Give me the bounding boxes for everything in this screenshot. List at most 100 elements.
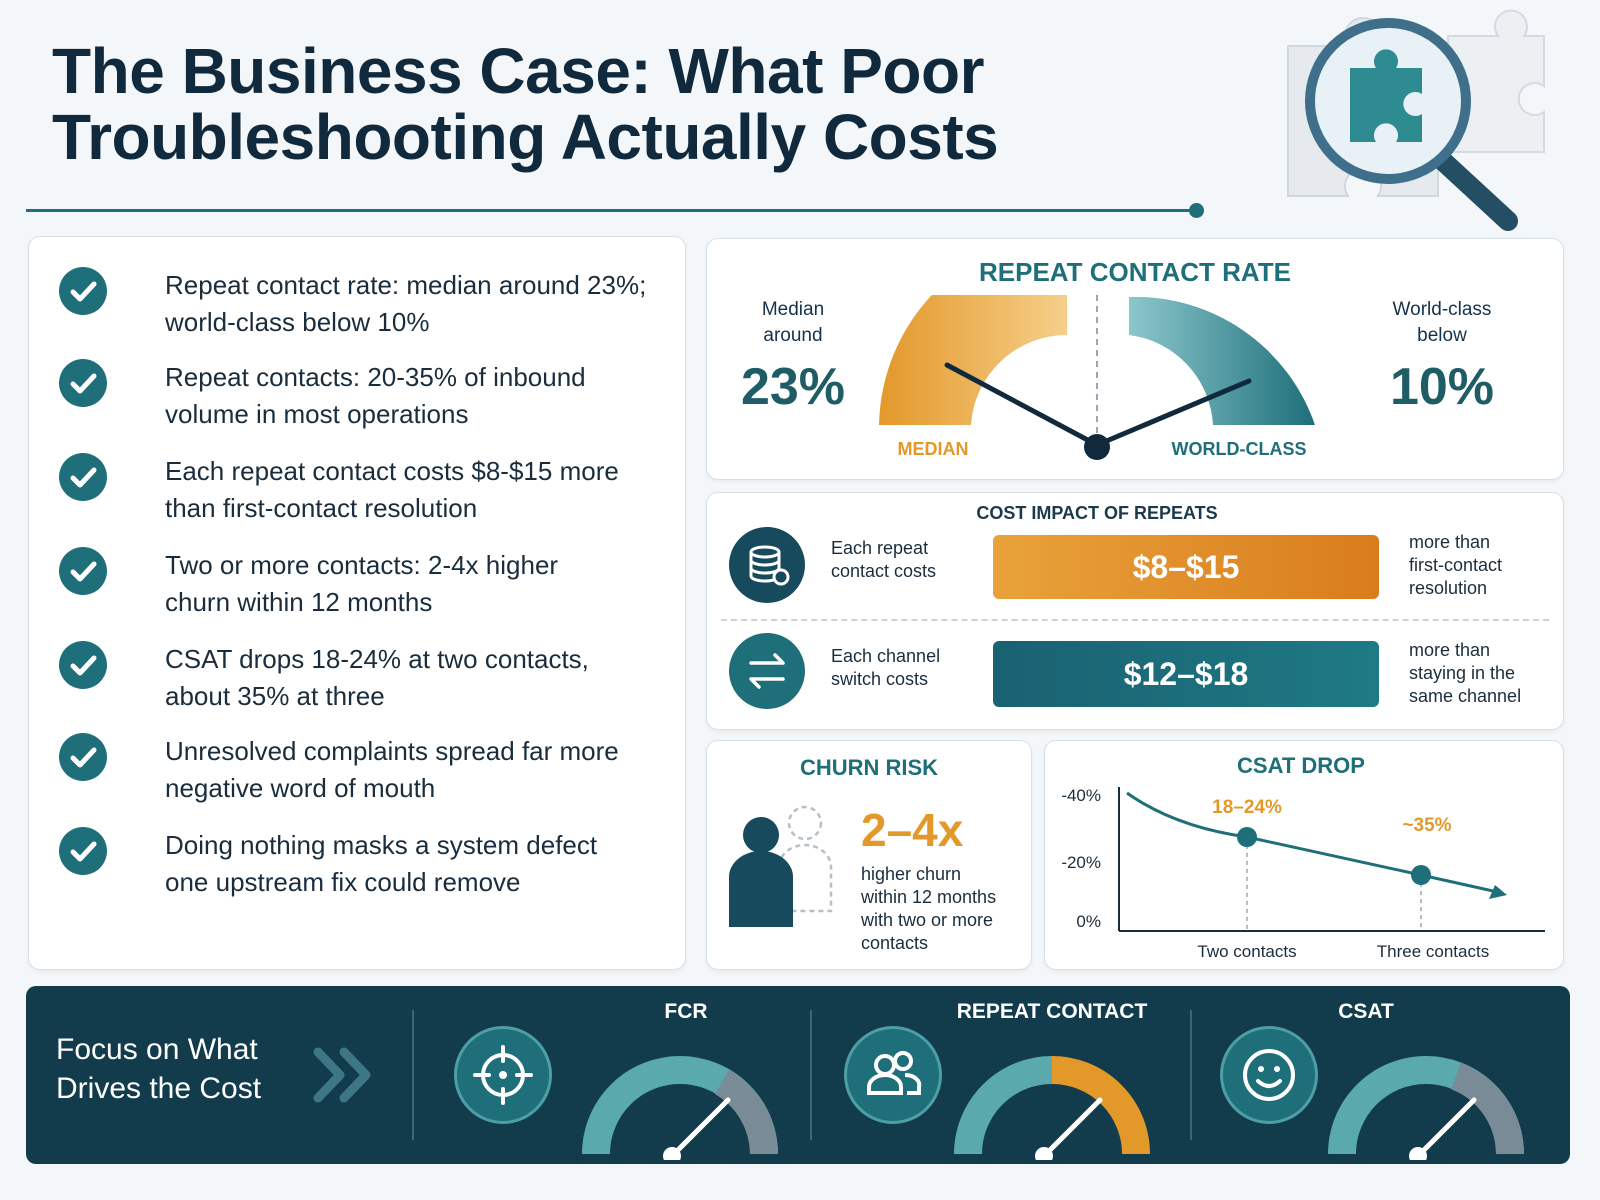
- check-icon: [59, 267, 107, 315]
- cost-row-note: more than first-contact resolution: [1409, 531, 1549, 600]
- repeat-rate-gauge: MEDIAN WORLD-CLASS: [867, 295, 1315, 460]
- bullet-text-line: world-class below 10%: [165, 307, 430, 337]
- footer-title-line: Drives the Cost: [56, 1072, 262, 1105]
- cost-bar-channel: $12–$18: [993, 641, 1379, 707]
- check-icon: [59, 453, 107, 501]
- cost-row-label-line: Each channel: [831, 646, 941, 666]
- cost-row-note: more than staying in the same channel: [1409, 639, 1559, 708]
- footer-title: Focus on What Drives the Cost: [56, 1030, 296, 1108]
- bullet-text-line: Repeat contact rate: median around 23%;: [165, 270, 647, 300]
- bullet-text-line: Doing nothing masks a system defect: [165, 830, 598, 860]
- cost-row-label-line: switch costs: [831, 669, 929, 689]
- key-points-card: Repeat contact rate: median around 23%; w…: [28, 236, 686, 970]
- bullet-text-line: volume in most operations: [165, 399, 469, 429]
- metric-fcr-label: FCR: [664, 1000, 708, 1023]
- bullet-text-line: CSAT drops 18-24% at two contacts,: [165, 644, 589, 674]
- x-tick-label: Two contacts: [1197, 942, 1296, 961]
- cost-row-note-line: staying in the: [1409, 663, 1516, 683]
- bullet-text-line: one upstream fix could remove: [165, 867, 521, 897]
- magnifier-puzzle-icon: [1287, 9, 1545, 231]
- chart-title: CSAT DROP: [1237, 753, 1365, 778]
- cost-row-label: Each repeat contact costs: [831, 537, 981, 583]
- y-tick-label: -20%: [1061, 853, 1101, 872]
- world-class-label-line: World-class: [1392, 299, 1492, 320]
- check-icon: [59, 547, 107, 595]
- y-tick-label: -40%: [1061, 786, 1101, 805]
- cost-row-label-line: contact costs: [831, 561, 937, 581]
- bullet-text-line: churn within 12 months: [165, 587, 433, 617]
- data-label: ~35%: [1402, 815, 1451, 836]
- data-label: 18–24%: [1212, 797, 1282, 818]
- swap-arrows-icon: [729, 633, 805, 709]
- cost-row-note-line: same channel: [1409, 686, 1522, 706]
- csat-drop-chart: CSAT DROP -40% -20% 0% 18–24% Two contacts ~3…: [1061, 753, 1545, 961]
- csat-drop-card: CSAT DROP -40% -20% 0% 18–24% Two contacts ~3…: [1044, 740, 1564, 970]
- bullet-text-line: negative word of mouth: [165, 773, 436, 803]
- churn-description: higher churn within 12 months with two o…: [861, 863, 1031, 955]
- x-tick-label: Three contacts: [1377, 942, 1489, 961]
- title-line-1: The Business Case: What Poor: [52, 35, 984, 107]
- page-title: The Business Case: What Poor Troubleshoo…: [52, 38, 1202, 170]
- divider: [721, 619, 1549, 621]
- bullet-text-line: Two or more contacts: 2-4x higher: [165, 550, 559, 580]
- median-label-line: Median: [761, 299, 825, 320]
- gauge-world-class-label: WORLD-CLASS: [1172, 439, 1307, 459]
- smiley-icon: [1220, 1026, 1318, 1124]
- repeat-contact-gauge: [954, 1056, 1150, 1160]
- churn-description-line: higher churn: [861, 864, 962, 884]
- world-class-label-line: below: [1417, 325, 1467, 346]
- users-icon: [729, 805, 833, 927]
- cost-row-note-line: first-contact: [1409, 555, 1503, 575]
- cost-row-label-line: Each repeat: [831, 538, 929, 558]
- footer-banner: Focus on What Drives the Cost FCR REPEAT…: [26, 986, 1570, 1164]
- world-class-label: World-class below: [1377, 297, 1507, 349]
- bullet-text-line: Each repeat contact costs $8-$15 more: [165, 456, 619, 486]
- churn-risk-card: CHURN RISK 2–4x higher churn within 12 m…: [706, 740, 1032, 970]
- churn-description-line: with two or more: [861, 910, 994, 930]
- title-underline: [26, 209, 1194, 212]
- footer-divider: [1190, 1010, 1192, 1140]
- data-point: [1237, 827, 1257, 847]
- median-value: 23%: [740, 358, 846, 416]
- world-class-value: 10%: [1389, 358, 1495, 416]
- median-label: Median around: [743, 297, 843, 349]
- bullet-text-line: Repeat contacts: 20-35% of inbound: [165, 362, 586, 392]
- median-label-line: around: [763, 325, 823, 346]
- cost-row-note-line: more than: [1409, 640, 1491, 660]
- users-icon: [844, 1026, 942, 1124]
- database-icon: [729, 527, 805, 603]
- bullet-text-line: Unresolved complaints spread far more: [165, 736, 619, 766]
- metric-csat-label: CSAT: [1338, 1000, 1394, 1023]
- cost-bar-repeat: $8–$15: [993, 535, 1379, 599]
- bullet-text-line: than first-contact resolution: [165, 493, 478, 523]
- gauge-median-label: MEDIAN: [898, 439, 969, 459]
- churn-heading: CHURN RISK: [799, 755, 939, 780]
- churn-description-line: contacts: [861, 933, 929, 953]
- cost-impact-card: COST IMPACT OF REPEATS Each repeat conta…: [706, 492, 1564, 730]
- data-point: [1411, 865, 1431, 885]
- check-icon: [59, 827, 107, 875]
- check-icon: [59, 359, 107, 407]
- cost-row-note-line: resolution: [1409, 578, 1488, 598]
- double-chevron-icon: [313, 1047, 371, 1103]
- repeat-rate-card: REPEAT CONTACT RATE Median around 23% Wo…: [706, 238, 1564, 480]
- footer-title-line: Focus on What: [56, 1033, 258, 1066]
- series-line: [1126, 791, 1494, 893]
- check-icon: [59, 733, 107, 781]
- target-icon: [454, 1026, 552, 1124]
- check-icon: [59, 641, 107, 689]
- arrow-head: [1489, 885, 1507, 899]
- footer-divider: [810, 1010, 812, 1140]
- cost-row-note-line: more than: [1409, 532, 1491, 552]
- metric-repeat-contact-label: REPEAT CONTACT: [956, 1000, 1148, 1023]
- repeat-rate-heading: REPEAT CONTACT RATE: [979, 257, 1291, 287]
- title-underline-dot: [1189, 203, 1204, 218]
- churn-description-line: within 12 months: [861, 887, 997, 907]
- cost-row-label: Each channel switch costs: [831, 645, 981, 691]
- churn-value: 2–4x: [861, 804, 964, 856]
- fcr-gauge: [582, 1056, 778, 1160]
- cost-impact-heading: COST IMPACT OF REPEATS: [976, 503, 1218, 523]
- csat-gauge: [1328, 1056, 1524, 1160]
- footer-divider: [412, 1010, 414, 1140]
- y-tick-label: 0%: [1076, 912, 1101, 931]
